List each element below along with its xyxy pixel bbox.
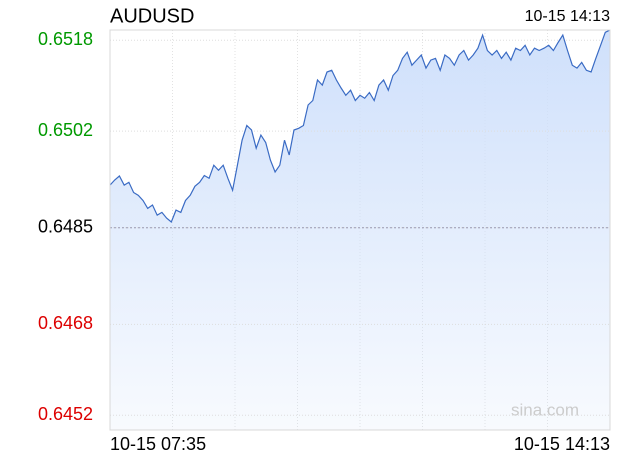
plot-frame [109,29,611,431]
y-tick-label: 0.6502 [38,120,93,140]
update-time: 10-15 14:13 [525,8,611,25]
y-tick-label: 0.6468 [38,313,93,333]
chart-title: AUDUSD [110,5,194,27]
watermark: sina.com [511,400,579,419]
y-tick-label: 0.6485 [38,216,93,236]
y-tick-label: 0.6518 [38,29,93,49]
x-tick-label: 10-15 14:13 [514,434,610,454]
x-tick-label: 10-15 07:35 [110,434,206,454]
price-line [109,29,611,223]
area [110,30,610,430]
y-tick-label: 0.6452 [38,404,93,424]
